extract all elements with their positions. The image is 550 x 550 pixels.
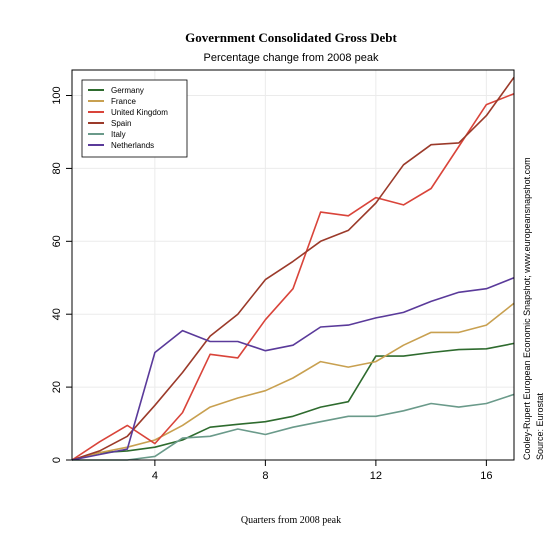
y-axis: 0 20 40 60 80 100 [51,86,72,463]
series-line-germany [71,342,515,461]
x-tick-label: 4 [152,470,158,482]
y-tick-label: 0 [51,457,63,463]
x-tick-label: 16 [480,470,492,482]
series-line-united-kingdom [71,92,515,461]
legend-label: Germany [111,86,144,95]
y-tick-label: 60 [51,235,63,247]
plot-frame [71,69,515,461]
legend-label: Spain [111,119,131,128]
side-note-source: Source: Eurostat [535,392,545,460]
series-line-netherlands [71,277,515,461]
side-note-credit: Cooley-Rupert European Economic Snapshot… [522,157,532,460]
legend-label: Netherlands [111,141,154,150]
y-tick-label: 40 [51,308,63,320]
chart-title: Government Consolidated Gross Debt [185,30,397,45]
series-line-italy [72,393,515,461]
x-axis-label: Quarters from 2008 peak [241,515,341,526]
series-lines [71,76,515,461]
legend-label: France [111,97,136,106]
y-tick-label: 20 [51,381,63,393]
chart-subtitle: Percentage change from 2008 peak [204,52,379,64]
x-axis: 4 8 12 16 [152,460,493,482]
legend: Germany France United Kingdom Spain Italy Net… [81,79,188,158]
legend-label: United Kingdom [111,108,168,117]
series-line-france [71,302,515,461]
series-line-spain [71,76,515,461]
x-tick-label: 8 [262,470,268,482]
y-tick-label: 100 [51,86,63,104]
legend-label: Italy [111,130,126,139]
y-tick-label: 80 [51,162,63,174]
x-tick-label: 12 [370,470,382,482]
